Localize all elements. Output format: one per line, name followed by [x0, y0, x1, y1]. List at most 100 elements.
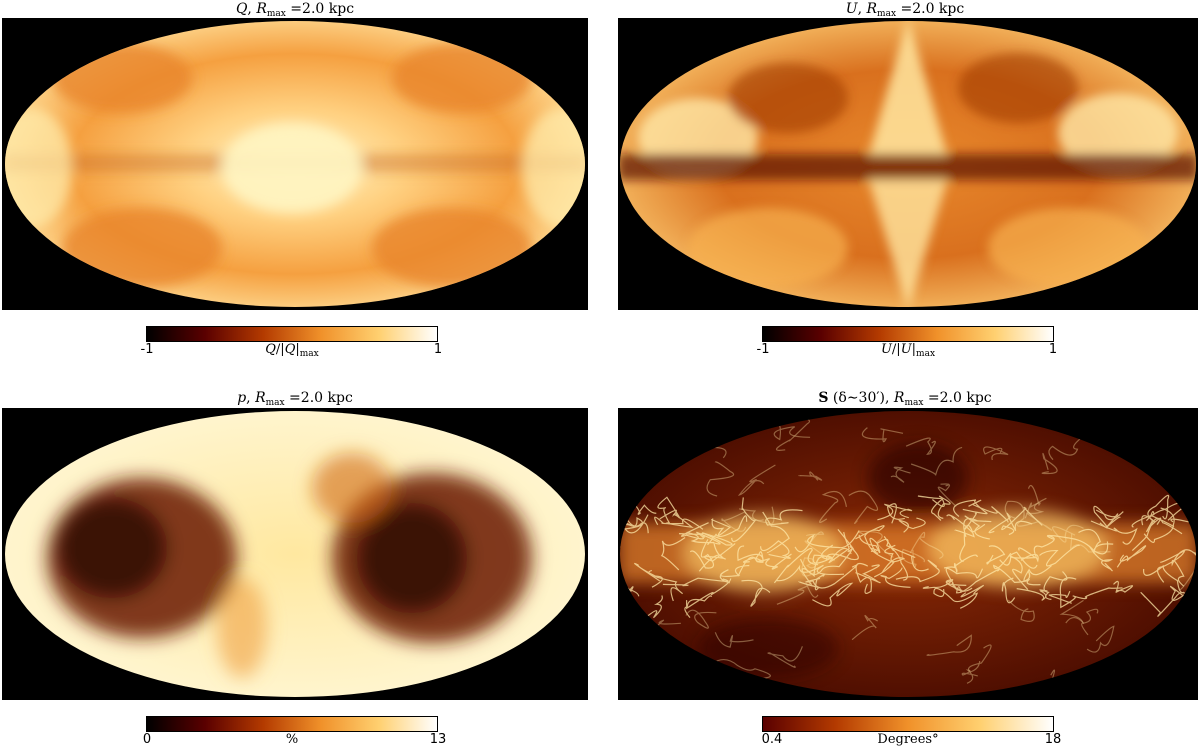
filament: [1059, 577, 1077, 609]
filament: [895, 559, 940, 583]
filament: [1072, 587, 1123, 600]
filament: [1009, 547, 1038, 569]
filament: [1116, 545, 1147, 568]
filament: [794, 530, 860, 553]
filament: [855, 564, 881, 584]
filament: [1065, 608, 1099, 624]
colorbar-q: [146, 326, 438, 342]
panel-title-q: Q, Rmax =2.0 kpc: [235, 1, 355, 19]
filament: [905, 437, 936, 455]
filament: [762, 511, 790, 554]
filament: [1140, 592, 1193, 617]
filament: [1070, 677, 1087, 697]
filament: [1161, 411, 1194, 442]
panel-title-u: U, Rmax =2.0 kpc: [845, 1, 965, 19]
filament: [992, 552, 1031, 584]
filament: [760, 540, 791, 559]
filament: [654, 516, 704, 530]
filament: [877, 503, 913, 521]
filament: [1190, 493, 1196, 515]
filament: [909, 531, 944, 560]
filament: [741, 579, 771, 607]
colorbar-s: [762, 716, 1054, 732]
filament: [686, 531, 726, 560]
filament: [767, 646, 803, 668]
filament: [659, 509, 694, 529]
filament: [684, 595, 712, 618]
panel-title-p: p, Rmax =2.0 kpc: [237, 390, 353, 408]
filament: [738, 506, 775, 525]
filament: [681, 522, 721, 545]
colorbar-u-max: 1: [1048, 342, 1058, 357]
filament: [804, 531, 825, 556]
filament: [1059, 412, 1088, 431]
filament: [959, 517, 978, 563]
filament: [1132, 638, 1162, 661]
colorbar-s-min: 0.4: [761, 732, 783, 747]
filament: [1088, 545, 1114, 572]
filament: [812, 544, 834, 564]
filament: [954, 512, 977, 538]
filament: [937, 483, 957, 507]
filament: [1016, 588, 1048, 601]
colorbar-p-label: %: [285, 732, 299, 747]
filament: [737, 545, 764, 562]
filament: [883, 536, 909, 581]
filament: [968, 499, 1009, 523]
filament: [765, 509, 803, 526]
filament: [855, 562, 872, 594]
filament: [620, 543, 621, 561]
filament: [1048, 590, 1072, 604]
filament: [1086, 625, 1115, 653]
colorbar-u-min: -1: [756, 342, 770, 357]
sky-map-u: [618, 18, 1198, 310]
filament: [961, 669, 978, 684]
filament: [1143, 564, 1185, 594]
filament: [819, 491, 847, 523]
filament: [917, 495, 951, 519]
filament: [706, 461, 735, 497]
filament: [1113, 580, 1134, 593]
filament: [851, 614, 879, 641]
sky-map-p: [2, 408, 588, 700]
colorbar-p-max: 13: [429, 732, 447, 747]
filament: [1059, 599, 1089, 636]
filament: [812, 582, 854, 607]
colorbar-q-min: -1: [140, 342, 154, 357]
filament: [1020, 534, 1055, 563]
filament: [848, 490, 879, 524]
filament: [648, 569, 683, 602]
filament: [898, 517, 926, 533]
filament: [685, 609, 717, 629]
filament: [1007, 599, 1035, 622]
filament: [967, 644, 992, 673]
filament: [710, 518, 732, 536]
panel-s: S (δ∼30′), Rmax =2.0 kpc: [610, 390, 1200, 750]
filament: [776, 580, 819, 605]
filament: [721, 511, 764, 532]
filament: [1069, 533, 1111, 553]
filament: [1171, 549, 1196, 587]
filament: [1191, 494, 1196, 526]
filament: [1052, 524, 1084, 543]
filament: [620, 620, 645, 652]
filament: [1048, 433, 1087, 461]
filament: [773, 547, 819, 584]
filament: [1078, 528, 1114, 554]
filament: [689, 539, 715, 569]
sky-map-s: [618, 408, 1198, 700]
filament: [1046, 534, 1109, 555]
filament: [1039, 544, 1081, 567]
filament: [712, 659, 771, 679]
colorbar-u-label: U/|U|max: [880, 342, 936, 359]
filament: [910, 446, 963, 476]
filament: [660, 537, 686, 571]
colorbar-q-max: 1: [433, 342, 443, 357]
filament: [801, 555, 835, 586]
filament: [1041, 452, 1058, 475]
colorbar-s-label: Degrees°: [877, 732, 939, 747]
panel-title-s: S (δ∼30′), Rmax =2.0 kpc: [818, 390, 992, 408]
panel-u: U, Rmax =2.0 kpc: [610, 0, 1200, 370]
panel-p: p, Rmax =2.0 kpc 0 13 %: [0, 390, 590, 750]
filament: [959, 584, 985, 609]
